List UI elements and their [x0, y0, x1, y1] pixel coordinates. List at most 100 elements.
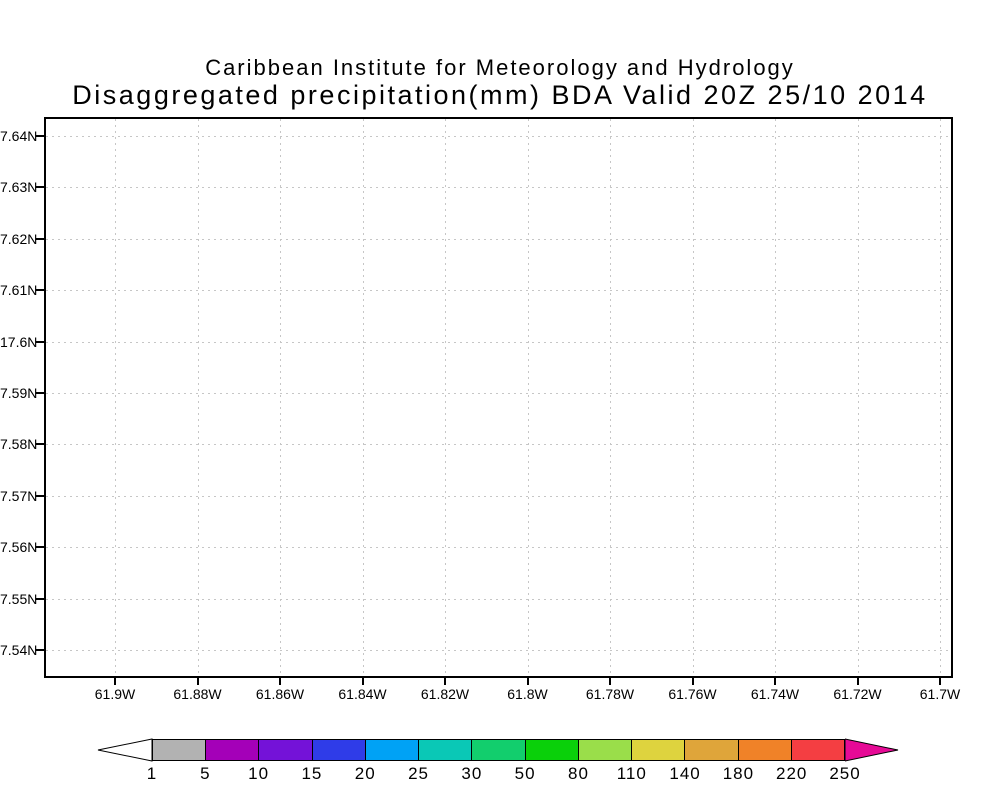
y-axis-label: 7.64N — [0, 128, 38, 144]
y-axis-label: 7.62N — [0, 230, 38, 247]
chart-title: Caribbean Institute for Meteorology and … — [205, 55, 795, 80]
x-axis-label: 61.8W — [507, 686, 548, 702]
y-axis-label: 7.59N — [0, 385, 38, 401]
x-axis-tick — [444, 678, 446, 685]
y-axis-tick — [36, 649, 44, 651]
y-axis-tick — [36, 135, 44, 137]
x-axis-tick — [609, 678, 611, 685]
x-axis-tick — [856, 678, 859, 685]
colorbar-segment — [312, 740, 366, 760]
gridline-vertical — [362, 119, 364, 676]
y-axis-tick — [36, 186, 44, 189]
colorbar-level-label: 110 — [616, 764, 647, 783]
gridline-vertical — [445, 119, 446, 676]
x-axis-tick — [279, 678, 281, 685]
colorbar-level-label: 20 — [354, 764, 376, 783]
colorbar-segment — [791, 740, 845, 760]
colorbar-level-label: 220 — [776, 764, 808, 783]
colorbar-level-label: 10 — [248, 764, 270, 783]
colorbar-level-label: 140 — [669, 764, 701, 783]
y-axis-label: 7.56N — [0, 539, 38, 556]
right-arrow-shape — [845, 738, 899, 762]
gridline-vertical — [610, 119, 611, 676]
gridline-vertical — [857, 119, 859, 676]
x-axis-label: 61.82W — [420, 686, 470, 702]
colorbar-segment — [525, 740, 579, 760]
colorbar-above-max-arrow — [845, 738, 899, 762]
x-axis-label: 61.88W — [173, 686, 222, 702]
gridline-vertical — [197, 119, 199, 676]
gridline-horizontal — [46, 598, 951, 600]
gridline-vertical — [527, 119, 529, 676]
gridline-horizontal — [46, 650, 951, 651]
colorbar — [152, 739, 845, 761]
colorbar-segment — [206, 740, 260, 760]
y-axis-tick — [36, 289, 44, 292]
colorbar-segment — [365, 740, 420, 760]
colorbar-below-min-arrow — [97, 738, 153, 762]
y-axis-label: 17.6N — [0, 333, 38, 350]
gridline-horizontal — [46, 393, 951, 394]
colorbar-segment — [419, 740, 473, 760]
gridline-horizontal — [46, 136, 951, 137]
y-axis-label: 7.58N — [0, 436, 38, 453]
colorbar-level-label: 1 — [146, 764, 158, 783]
colorbar-segment — [578, 740, 633, 760]
x-axis-tick — [196, 678, 199, 685]
gridline-horizontal — [46, 187, 951, 189]
x-axis-tick — [361, 678, 364, 685]
y-axis-label: 7.57N — [0, 487, 38, 504]
x-axis-label: 61.9W — [94, 686, 136, 702]
gridline-horizontal — [46, 238, 951, 240]
colorbar-level-label: 250 — [829, 764, 861, 783]
x-axis-label: 61.76W — [668, 686, 717, 702]
y-axis-label: 7.63N — [0, 179, 38, 196]
y-axis-tick — [36, 443, 44, 446]
gridline-horizontal — [46, 290, 951, 292]
colorbar-level-label: 30 — [461, 764, 483, 783]
y-axis-tick — [36, 597, 44, 600]
colorbar-segment — [685, 740, 739, 760]
y-axis-label: 7.61N — [0, 282, 38, 299]
x-axis-tick — [114, 678, 116, 685]
colorbar-segment — [259, 740, 313, 760]
x-axis-label: 61.72W — [833, 686, 882, 702]
x-axis-tick — [939, 678, 941, 685]
left-arrow-shape — [97, 738, 153, 762]
gridline-horizontal — [46, 547, 951, 549]
y-axis-tick — [36, 237, 44, 240]
gridline-vertical — [692, 119, 694, 676]
gridline-vertical — [115, 119, 116, 676]
gridline-horizontal — [46, 495, 951, 497]
x-axis-label: 61.78W — [585, 686, 635, 702]
x-axis-tick — [526, 678, 529, 685]
y-axis-label: 7.55N — [0, 590, 38, 607]
colorbar-segment — [738, 740, 792, 760]
y-axis-label: 7.54N — [0, 642, 38, 658]
chart-subtitle: Disaggregated precipitation(mm) BDA Vali… — [72, 80, 928, 110]
x-axis-label: 61.84W — [338, 686, 387, 702]
x-axis-label: 61.74W — [750, 686, 800, 702]
colorbar-level-label: 80 — [567, 764, 589, 783]
y-axis-tick — [36, 340, 44, 343]
y-axis-tick — [36, 494, 44, 497]
y-axis-tick — [36, 546, 44, 549]
colorbar-level-label: 25 — [408, 764, 429, 783]
gridline-horizontal — [46, 444, 951, 446]
colorbar-segment — [632, 740, 686, 760]
colorbar-segment — [472, 740, 526, 760]
gridline-horizontal — [46, 341, 951, 343]
colorbar-segment — [153, 740, 207, 760]
colorbar-level-label: 180 — [722, 764, 755, 783]
colorbar-level-label: 5 — [200, 764, 211, 783]
x-axis-label: 61.86W — [255, 686, 305, 702]
colorbar-level-label: 50 — [514, 764, 536, 783]
x-axis-tick — [774, 678, 776, 685]
gridline-vertical — [280, 119, 281, 676]
x-axis-label: 61.7W — [919, 686, 961, 702]
colorbar-level-label: 15 — [301, 764, 323, 783]
y-axis-tick — [36, 392, 44, 394]
x-axis-tick — [691, 678, 694, 685]
plot-area — [44, 117, 953, 678]
